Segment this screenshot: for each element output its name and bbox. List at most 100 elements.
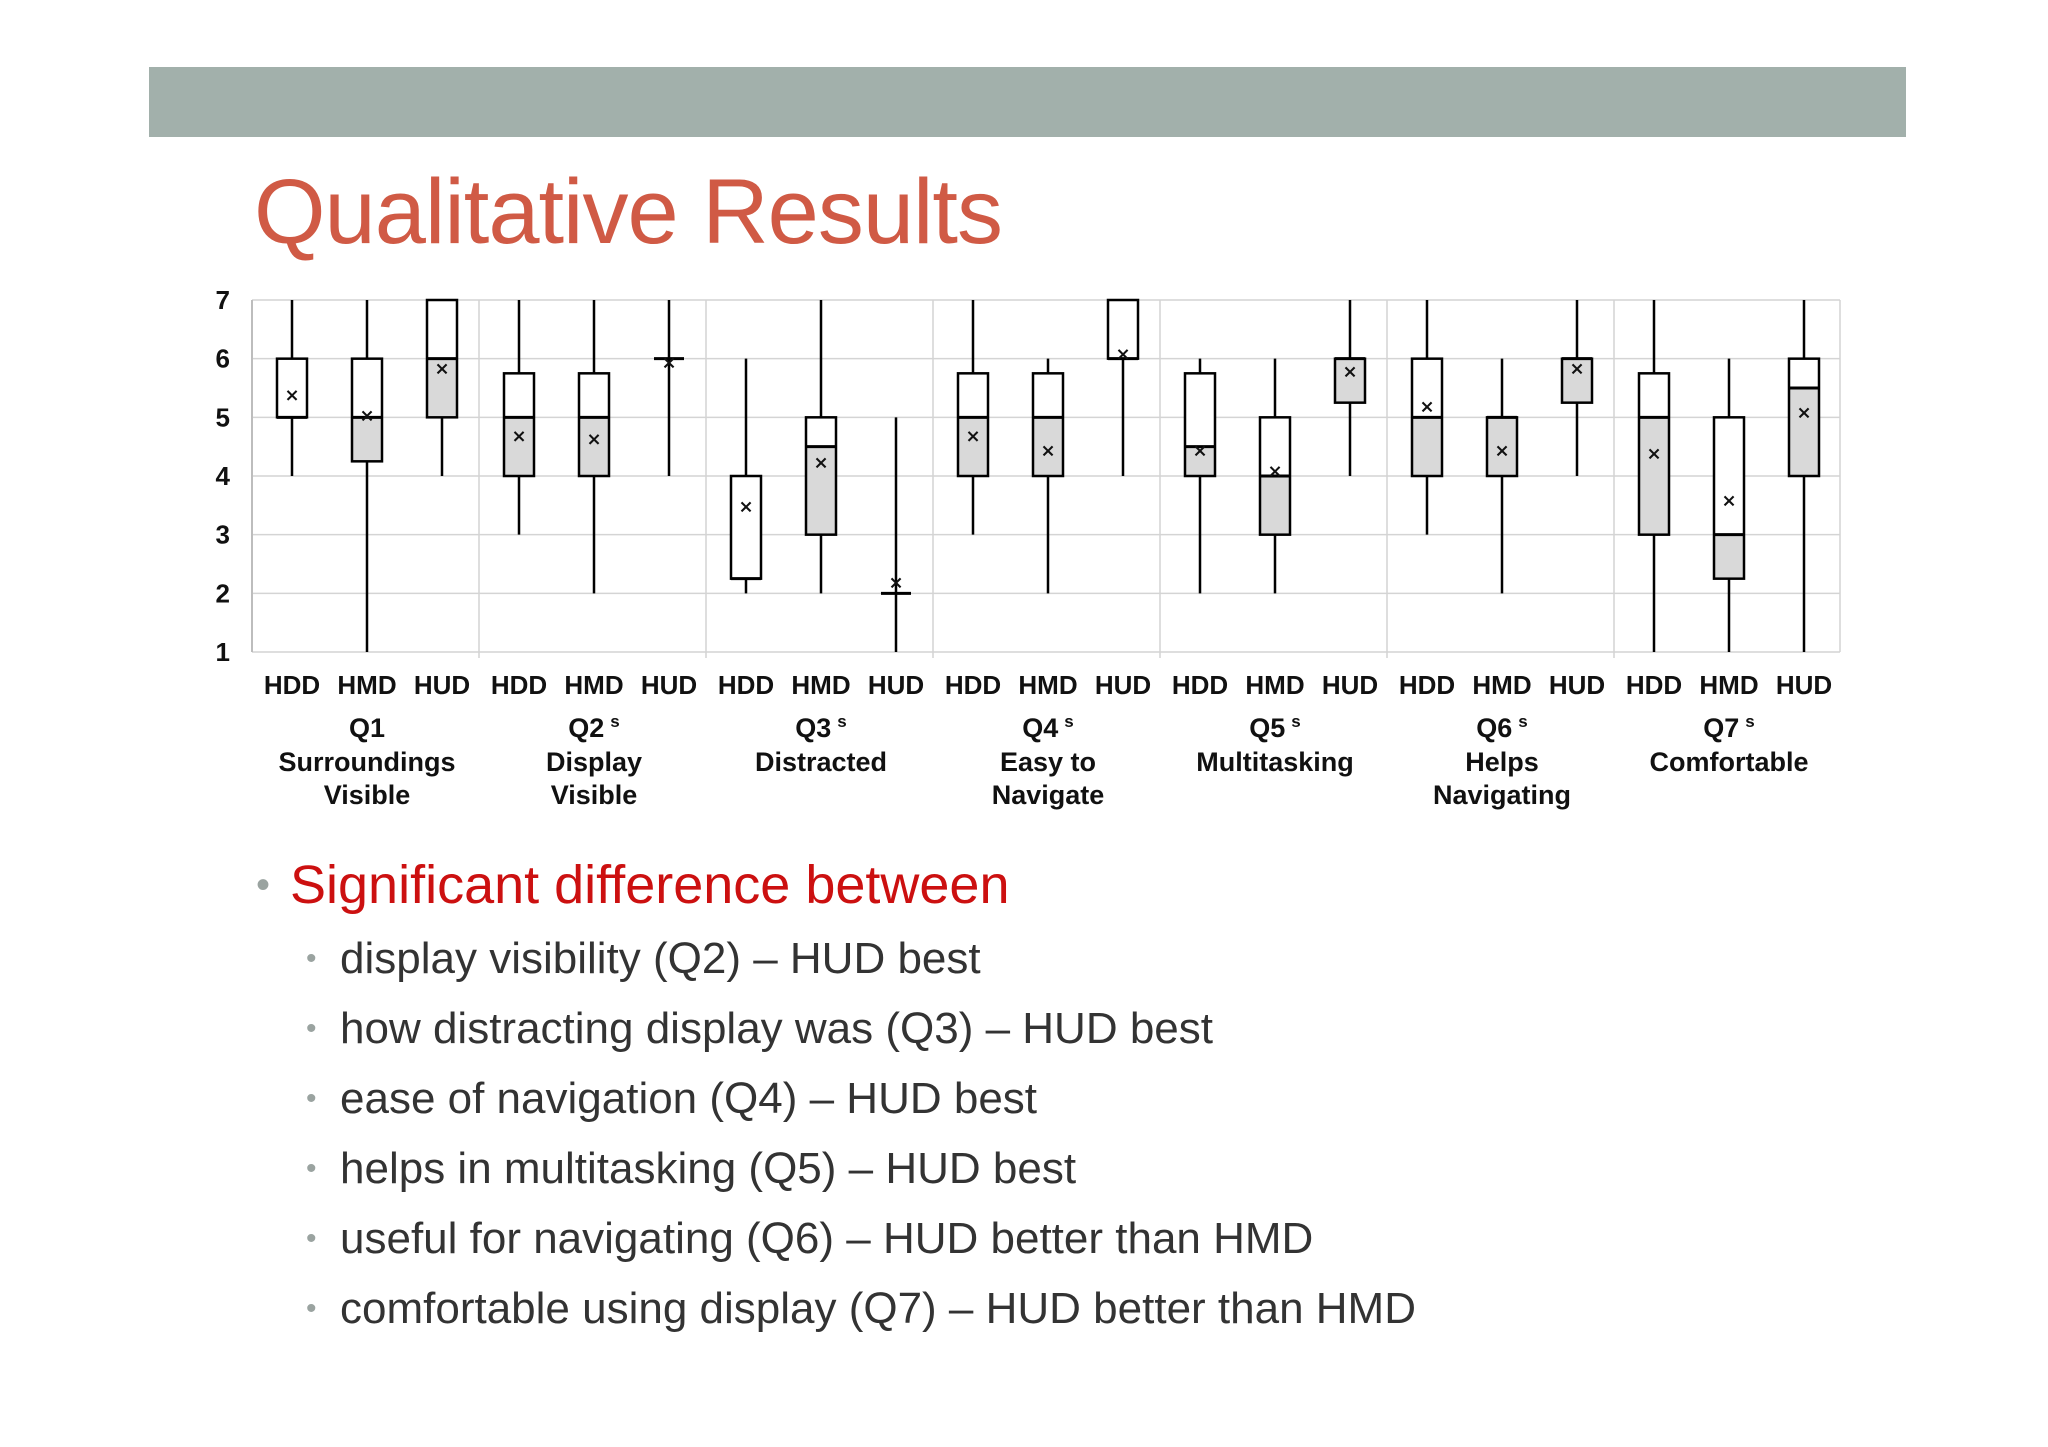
mean-marker: × [511, 426, 526, 447]
x-category-label: HUD [414, 670, 470, 700]
box-lower-segment [1789, 388, 1819, 476]
group-label-id: Q3 s [795, 712, 847, 743]
box-outline [1031, 372, 1065, 478]
group-label-id: Q6 s [1476, 712, 1528, 743]
bullet-list: Significant difference between display v… [256, 852, 1416, 1344]
mean-marker: × [813, 452, 828, 473]
group-label-line: Visible [551, 780, 638, 810]
group-id-text: Q7 [1703, 713, 1739, 743]
x-category-label: HMD [791, 670, 850, 700]
group-id-text: Q6 [1476, 713, 1512, 743]
x-category-label: HMD [1245, 670, 1304, 700]
box-outline [1712, 416, 1746, 580]
top-band [149, 67, 1906, 137]
mean-marker: × [661, 353, 676, 374]
significance-marker: s [1291, 712, 1300, 731]
group-id-text: Q4 [1022, 713, 1058, 743]
box-upper-segment [579, 373, 609, 418]
mean-marker: × [434, 358, 449, 379]
y-tick-label: 4 [216, 461, 231, 491]
x-category-label: HDD [491, 670, 547, 700]
sub-bullet: how distracting display was (Q3) – HUD b… [306, 994, 1416, 1064]
x-category-label: HMD [1018, 670, 1077, 700]
y-tick-label: 1 [216, 637, 230, 667]
box-lower-segment [1033, 417, 1063, 476]
box-lower-segment [1714, 534, 1744, 579]
x-category-label: HDD [718, 670, 774, 700]
mean-marker: × [1494, 441, 1509, 462]
group-label-line: Visible [324, 780, 411, 810]
y-tick-label: 7 [216, 285, 230, 315]
box-upper-segment [806, 417, 836, 447]
box-lower-segment [1562, 358, 1592, 403]
group-id-text: Q2 [568, 713, 604, 743]
group-label-line: Distracted [755, 747, 887, 777]
box-lower-segment [352, 417, 382, 462]
x-category-label: HUD [1095, 670, 1151, 700]
x-category-label: HMD [1472, 670, 1531, 700]
group-label-id: Q1 [349, 713, 385, 743]
box-outline [956, 372, 990, 478]
y-tick-label: 6 [216, 344, 230, 374]
group-label-line: Navigating [1433, 780, 1571, 810]
group-label-id: Q2 s [568, 712, 620, 743]
mean-marker: × [586, 429, 601, 450]
box-upper-segment [731, 476, 761, 579]
box-lower-segment [1335, 358, 1365, 403]
mean-marker: × [284, 385, 299, 406]
box-lower-segment [1639, 417, 1669, 535]
slide-title: Qualitative Results [254, 161, 1003, 263]
box-upper-segment [352, 358, 382, 418]
group-id-text: Q5 [1249, 713, 1285, 743]
group-label-line: Comfortable [1649, 747, 1808, 777]
significance-marker: s [837, 712, 846, 731]
box-lower-segment [1412, 417, 1442, 476]
group-label-line: Surroundings [279, 747, 456, 777]
x-category-label: HUD [868, 670, 924, 700]
x-category-label: HDD [1399, 670, 1455, 700]
mean-marker: × [1342, 361, 1357, 382]
box-upper-segment [1033, 373, 1063, 418]
box-lower-segment [806, 446, 836, 535]
box-upper-segment [1714, 417, 1744, 535]
x-category-label: HDD [1626, 670, 1682, 700]
sub-bullet: display visibility (Q2) – HUD best [306, 924, 1416, 994]
sub-bullet-list: display visibility (Q2) – HUD best how d… [256, 924, 1416, 1344]
box-upper-segment [1260, 417, 1290, 476]
group-label-line: Display [546, 747, 642, 777]
x-category-label: HUD [1776, 670, 1832, 700]
group-label-line: Multitasking [1196, 747, 1354, 777]
sub-bullet: ease of navigation (Q4) – HUD best [306, 1064, 1416, 1134]
mean-marker: × [1796, 402, 1811, 423]
boxplot-chart: 1234567×HDD×HMD×HUDQ1SurroundingsVisible… [216, 285, 1841, 810]
box-lower-segment [958, 417, 988, 476]
significance-marker: s [610, 712, 619, 731]
x-category-label: HDD [945, 670, 1001, 700]
x-category-label: HUD [1322, 670, 1378, 700]
box-lower-segment [1185, 446, 1215, 476]
y-tick-label: 3 [216, 520, 230, 550]
box-outline [1183, 372, 1217, 478]
group-label-line: Easy to [1000, 747, 1096, 777]
mean-marker: × [1721, 490, 1736, 511]
mean-marker: × [1192, 441, 1207, 462]
sub-bullet: comfortable using display (Q7) – HUD bet… [306, 1274, 1416, 1344]
bullet-main: Significant difference between [256, 852, 1416, 918]
box-lower-segment [579, 417, 609, 476]
box-upper-segment [277, 358, 307, 418]
box-lower-segment [504, 417, 534, 476]
sub-bullet: useful for navigating (Q6) – HUD better … [306, 1204, 1416, 1274]
box-outline [502, 372, 536, 478]
box-lower-segment [1260, 476, 1290, 535]
x-category-label: HMD [337, 670, 396, 700]
mean-marker: × [359, 405, 374, 426]
mean-marker: × [1646, 444, 1661, 465]
mean-marker: × [738, 496, 753, 517]
x-category-label: HUD [641, 670, 697, 700]
group-label-line: Navigate [992, 780, 1105, 810]
y-tick-label: 5 [216, 402, 230, 432]
significance-marker: s [1518, 712, 1527, 731]
box-upper-segment [1412, 358, 1442, 418]
sub-bullet: helps in multitasking (Q5) – HUD best [306, 1134, 1416, 1204]
x-category-label: HMD [1699, 670, 1758, 700]
